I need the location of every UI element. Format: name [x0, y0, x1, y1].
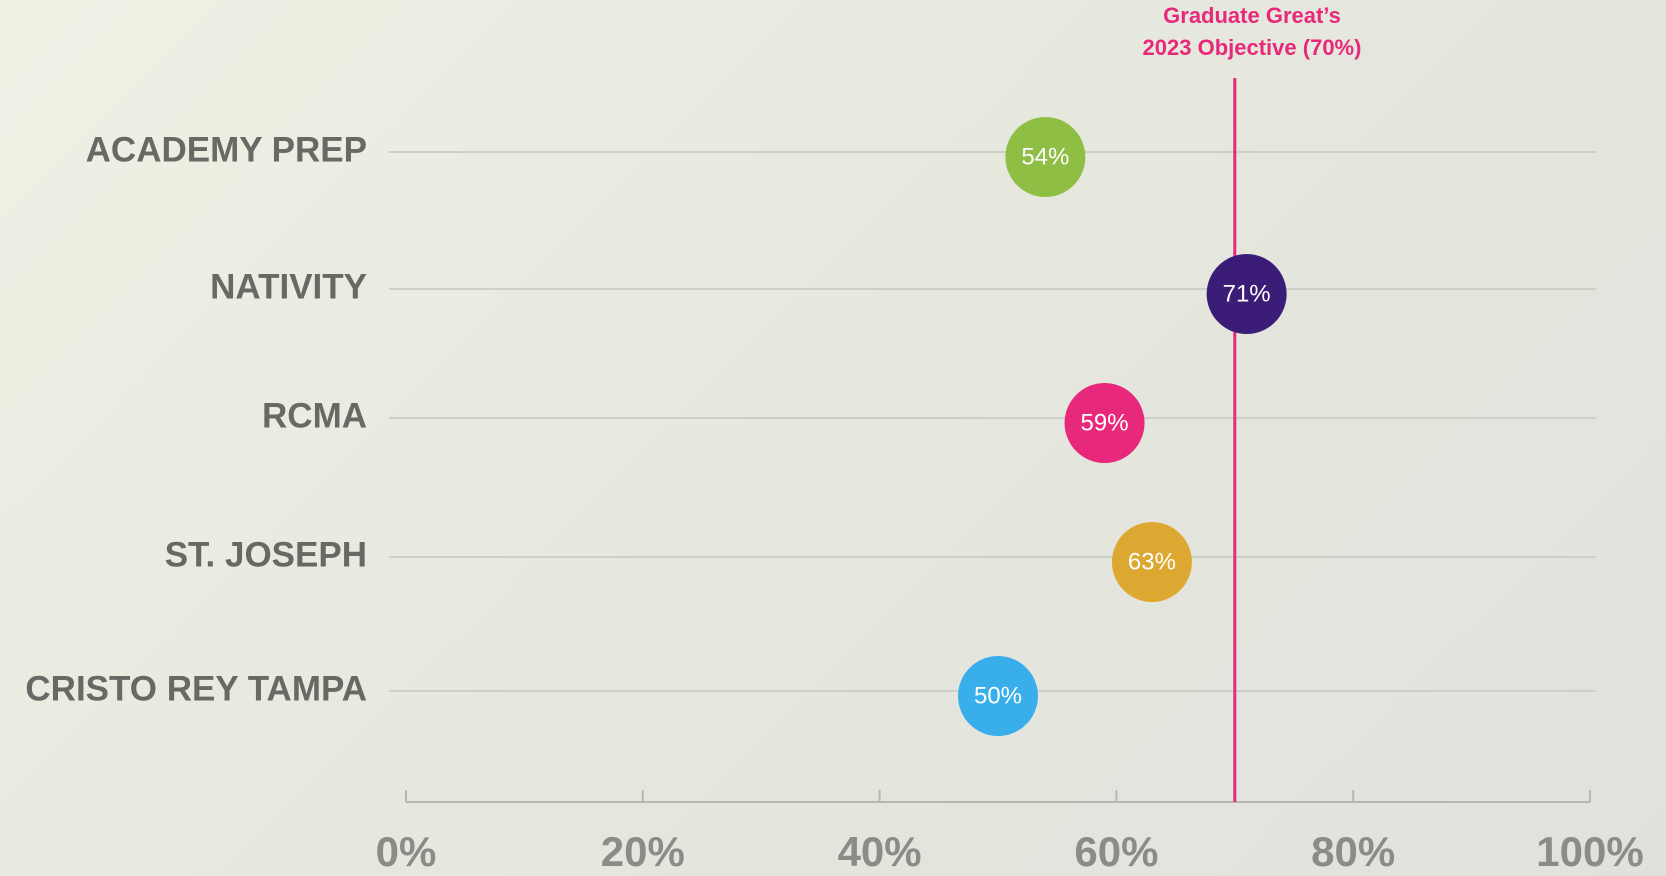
reference-label: Graduate Great’s: [1163, 3, 1341, 28]
value-label: 59%: [1081, 409, 1129, 436]
x-tick-label: 20%: [601, 828, 685, 875]
dot: [1111, 522, 1192, 602]
category-label: ACADEMY PREP: [86, 130, 367, 169]
category-label: ST. JOSEPH: [165, 535, 367, 574]
category-label: NATIVITY: [210, 267, 367, 306]
value-label: 63%: [1128, 548, 1176, 575]
x-tick-label: 80%: [1311, 828, 1395, 875]
dot: [1206, 254, 1287, 334]
dot: [1064, 383, 1145, 463]
x-tick-label: 100%: [1536, 828, 1643, 875]
value-label: 71%: [1223, 280, 1271, 307]
value-label: 50%: [974, 682, 1022, 709]
category-label: CRISTO REY TAMPA: [25, 669, 367, 708]
value-label: 54%: [1021, 143, 1069, 170]
reference-label: 2023 Objective (70%): [1143, 35, 1362, 60]
dot: [958, 656, 1038, 736]
x-tick-label: 40%: [838, 828, 922, 875]
category-label: RCMA: [262, 396, 367, 435]
dot: [1005, 117, 1086, 197]
x-tick-label: 0%: [376, 828, 437, 875]
x-tick-label: 60%: [1074, 828, 1158, 875]
